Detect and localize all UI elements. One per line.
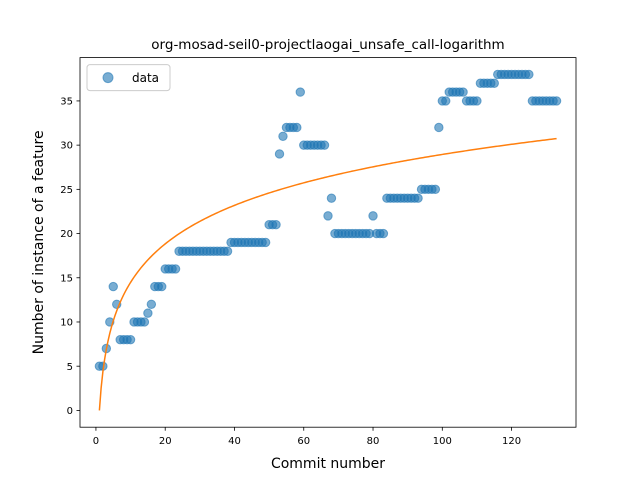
- data-point: [125, 334, 136, 345]
- data-point: [278, 131, 288, 141]
- data-point: [319, 140, 330, 150]
- legend-marker-data: [102, 72, 114, 84]
- data-point: [260, 237, 271, 248]
- data-point: [378, 228, 389, 239]
- y-tick-label: 15: [60, 273, 73, 284]
- x-tick-label: 0: [93, 436, 99, 447]
- data-point: [551, 96, 562, 106]
- y-tick-label: 5: [67, 362, 73, 373]
- x-tick-label: 100: [433, 436, 452, 447]
- data-point: [292, 122, 302, 133]
- data-point: [441, 96, 451, 106]
- legend-box: [86, 64, 171, 92]
- data-point: [368, 211, 378, 221]
- x-tick-label: 80: [367, 436, 380, 447]
- data-point: [143, 308, 153, 318]
- data-point: [222, 246, 233, 256]
- y-axis-ticks: 0 5 10 15 20 25 30 35: [60, 97, 80, 417]
- fit-curve: [98, 137, 557, 411]
- x-tick-label: 40: [228, 436, 241, 447]
- data-point: [170, 264, 181, 274]
- data-point: [489, 78, 499, 88]
- data-point: [271, 220, 281, 230]
- data-point: [326, 193, 337, 203]
- y-tick-label: 0: [67, 406, 73, 417]
- y-tick-label: 30: [60, 141, 73, 152]
- data-point: [413, 193, 423, 203]
- data-point: [295, 87, 305, 97]
- axes-frame: [79, 57, 577, 428]
- data-point: [146, 299, 157, 309]
- y-tick-label: 35: [60, 97, 73, 108]
- x-axis-label: Commit number: [271, 456, 385, 472]
- data-point: [323, 211, 333, 221]
- legend-label-data: data: [132, 71, 159, 85]
- x-tick-label: 20: [159, 436, 172, 447]
- y-tick-label: 10: [60, 318, 73, 329]
- y-tick-label: 25: [60, 185, 73, 196]
- data-point: [434, 122, 444, 133]
- data-point: [274, 149, 285, 159]
- data-point: [472, 96, 482, 106]
- legend: data: [86, 64, 171, 92]
- x-tick-label: 60: [297, 436, 310, 447]
- data-points: [94, 69, 562, 371]
- data-point: [157, 281, 167, 292]
- chart-title: org-mosad-seil0-projectlaogai_unsafe_cal…: [151, 37, 504, 53]
- data-point: [458, 87, 468, 97]
- data-point: [139, 317, 150, 327]
- y-tick-label: 20: [60, 229, 73, 240]
- x-axis-ticks: 0 20 40 60 80 100 120: [93, 427, 521, 447]
- y-axis-label: Number of instance of a feature: [31, 130, 47, 354]
- x-tick-label: 120: [502, 436, 521, 447]
- data-point: [524, 69, 534, 80]
- data-point: [430, 184, 441, 195]
- data-point: [108, 281, 118, 292]
